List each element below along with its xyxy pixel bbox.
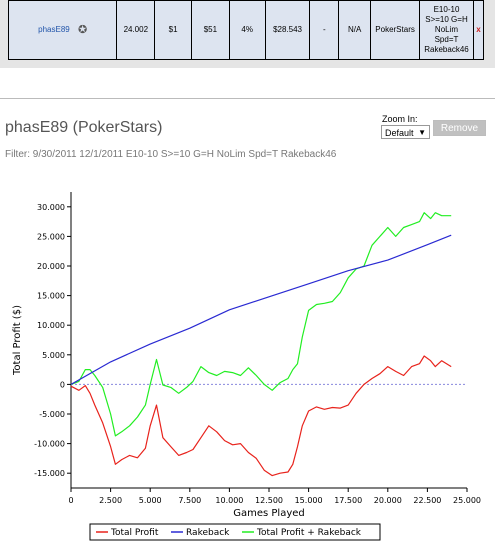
legend-label: Rakeback	[186, 528, 230, 538]
x-tick-label: 12.500	[255, 496, 283, 505]
filter-line: S>=10 G=H	[425, 15, 468, 24]
filter-text: Filter: 9/30/2011 12/1/2011 E10-10 S>=10…	[5, 149, 337, 160]
y-tick-label: 30.000	[37, 203, 65, 212]
remove-row-icon[interactable]: x	[476, 25, 481, 34]
table-row: phasE89 ✪ 24.002 $1 $51 4% $28.543 - N/A…	[7, 0, 485, 60]
total-plus-rakeback-line	[70, 212, 452, 437]
x-tick-label: 10.000	[215, 496, 243, 505]
stat-cell: $51	[191, 0, 230, 60]
site-cell: PokerStars	[370, 0, 421, 60]
y-tick-label: 10.000	[37, 321, 65, 330]
x-tick-label: 5.000	[139, 496, 162, 505]
stats-table: phasE89 ✪ 24.002 $1 $51 4% $28.543 - N/A…	[7, 0, 485, 60]
stat-cell: $28.543	[264, 0, 311, 60]
filter-line: Spd=T	[434, 35, 459, 44]
x-tick-label: 25.000	[453, 496, 481, 505]
y-tick-label: 25.000	[37, 232, 65, 241]
legend-box	[89, 523, 381, 541]
filter-line: Rakeback46	[424, 45, 469, 54]
divider	[0, 98, 495, 99]
x-tick-label: 7.500	[178, 496, 201, 505]
filter-cell: E10-10 S>=10 G=H NoLim Spd=T Rakeback46	[419, 0, 474, 60]
y-tick-label: 20.000	[37, 262, 65, 271]
chevron-down-icon: ▼	[418, 128, 426, 137]
x-tick-label: 22.500	[413, 496, 441, 505]
y-tick-label: 15.000	[37, 292, 65, 301]
y-axis-label: Total Profit ($)	[12, 305, 23, 376]
zoom-select[interactable]: Default ▼	[381, 125, 430, 139]
stat-cell: $1	[154, 0, 193, 60]
page-title: phasE89 (PokerStars)	[5, 119, 163, 136]
player-cell: phasE89 ✪	[7, 0, 118, 60]
x-tick-label: 0	[68, 496, 73, 505]
remove-cell: x	[472, 0, 485, 60]
zoom-selected-value: Default	[385, 128, 414, 138]
x-tick-label: 2.500	[99, 496, 122, 505]
y-tick-label: 0	[60, 380, 65, 389]
star-icon[interactable]: ✪	[77, 23, 88, 36]
stat-cell: N/A	[338, 0, 372, 60]
stat-cell: 24.002	[116, 0, 156, 60]
filter-line: E10-10	[433, 5, 460, 14]
y-tick-label: -15.000	[34, 469, 65, 478]
zoom-label: Zoom In:	[382, 114, 418, 124]
filter-line: NoLim	[434, 25, 459, 34]
stat-cell: -	[309, 0, 340, 60]
x-tick-label: 17.500	[334, 496, 362, 505]
remove-button[interactable]: Remove	[433, 120, 486, 136]
player-link[interactable]: phasE89	[38, 25, 70, 35]
legend-label: Total Profit + Rakeback	[256, 528, 362, 538]
stat-cell: 4%	[228, 0, 266, 60]
profit-chart: 30.000 25.000 20.000 15.000 10.000 5.000 0 -5.0…	[12, 192, 481, 541]
rakeback-line	[70, 234, 452, 385]
y-tick-label: -10.000	[34, 440, 65, 449]
legend-label: Total Profit	[110, 528, 159, 538]
x-tick-label: 20.000	[374, 496, 402, 505]
total-profit-line	[70, 355, 452, 477]
y-tick-label: 5.000	[42, 351, 65, 360]
x-axis-label: Games Played	[233, 508, 305, 519]
y-tick-label: -5.000	[39, 410, 65, 419]
x-tick-label: 15.000	[295, 496, 323, 505]
